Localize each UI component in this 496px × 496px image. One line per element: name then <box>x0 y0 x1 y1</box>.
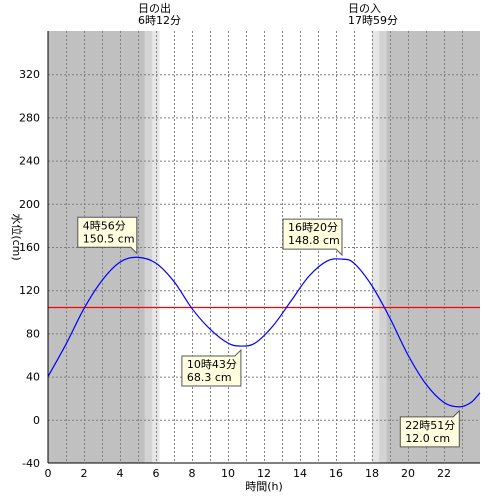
sunset-time: 17時59分 <box>348 14 398 27</box>
y-tick-label: 160 <box>19 241 40 254</box>
annotation-box <box>77 216 138 255</box>
annotation-time: 10時43分 <box>187 358 237 371</box>
y-tick-label: 0 <box>33 414 40 427</box>
sunrise-time: 6時12分 <box>138 14 181 27</box>
x-tick-label: 0 <box>45 467 52 480</box>
sunset-label: 日の入 <box>348 2 381 15</box>
annotation-value: 68.3 cm <box>187 371 232 384</box>
x-axis-title: 時間(h) <box>245 480 283 493</box>
x-tick-label: 14 <box>293 467 307 480</box>
annotation-box <box>181 348 242 387</box>
annotation-time: 16時20分 <box>288 221 338 234</box>
y-axis-title: 水位(cm) <box>10 213 24 260</box>
x-tick-label: 2 <box>81 467 88 480</box>
annotation-box <box>399 409 460 448</box>
y-tick-label: 280 <box>19 111 40 124</box>
y-tick-label: 320 <box>19 68 40 81</box>
x-tick-label: 6 <box>153 467 160 480</box>
annotation-time: 22時51分 <box>405 419 455 432</box>
x-tick-label: 22 <box>437 467 451 480</box>
annotation-time: 4時56分 <box>83 219 126 232</box>
x-tick-label: 18 <box>365 467 379 480</box>
sunrise-label: 日の出 <box>138 1 171 15</box>
x-tick-label: 12 <box>257 467 271 480</box>
tide-line <box>47 256 481 408</box>
y-tick-label: 40 <box>26 371 40 384</box>
x-tick-label: 10 <box>221 467 235 480</box>
y-tick-label: 120 <box>19 284 40 297</box>
tide-curve <box>47 256 481 408</box>
annotation-value: 148.8 cm <box>288 234 340 247</box>
annotation-value: 150.5 cm <box>83 232 135 245</box>
x-tick-label: 8 <box>189 467 196 480</box>
y-tick-label: 200 <box>19 198 40 211</box>
x-axis-ticks: 0 2 4 6 8 10 12 14 16 18 20 22 <box>45 467 452 480</box>
x-tick-label: 16 <box>329 467 343 480</box>
y-tick-label: 80 <box>26 327 40 340</box>
y-tick-label: 240 <box>19 155 40 168</box>
annotation-value: 12.0 cm <box>405 432 450 445</box>
y-axis-ticks: -40 0 40 80 120 160 200 240 280 320 <box>19 68 40 470</box>
annotation-box <box>282 218 343 257</box>
x-tick-label: 4 <box>117 467 124 480</box>
y-tick-label: -40 <box>22 457 40 470</box>
x-tick-label: 20 <box>401 467 415 480</box>
plot-frame <box>47 31 480 464</box>
